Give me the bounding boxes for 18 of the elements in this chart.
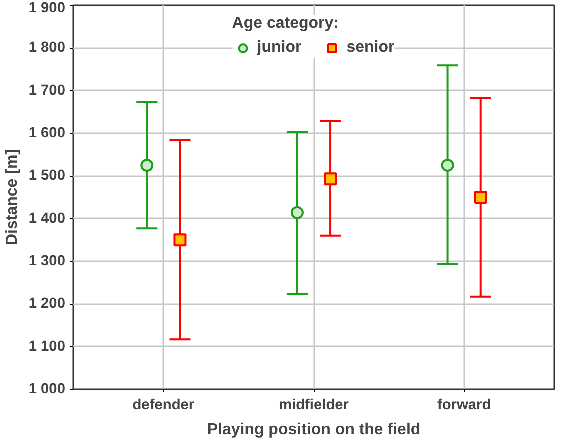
- y-tick-label: 1 500: [28, 168, 66, 184]
- y-tick-label: 1 400: [28, 210, 66, 227]
- y-tick-label: 1 800: [28, 40, 66, 56]
- legend-title: Age category:: [232, 15, 340, 33]
- legend-label: senior: [346, 39, 395, 57]
- y-tick-label: 1 700: [28, 82, 66, 99]
- x-axis-title: Playing position on the field: [207, 422, 421, 438]
- y-tick-label: 1 100: [28, 338, 66, 355]
- y-tick-label: 1 600: [28, 126, 66, 142]
- y-tick-label: 1 000: [28, 382, 66, 398]
- y-tick-label: 1 200: [28, 296, 66, 312]
- x-tick-label: defender: [132, 398, 195, 414]
- legend-label: junior: [257, 39, 302, 57]
- x-tick-label: forward: [437, 398, 492, 414]
- y-tick-label: 1 900: [28, 0, 66, 16]
- y-tick-label: 1 300: [28, 254, 66, 270]
- x-tick-label: midfielder: [278, 398, 350, 414]
- y-axis-title: Distance [m]: [4, 149, 21, 246]
